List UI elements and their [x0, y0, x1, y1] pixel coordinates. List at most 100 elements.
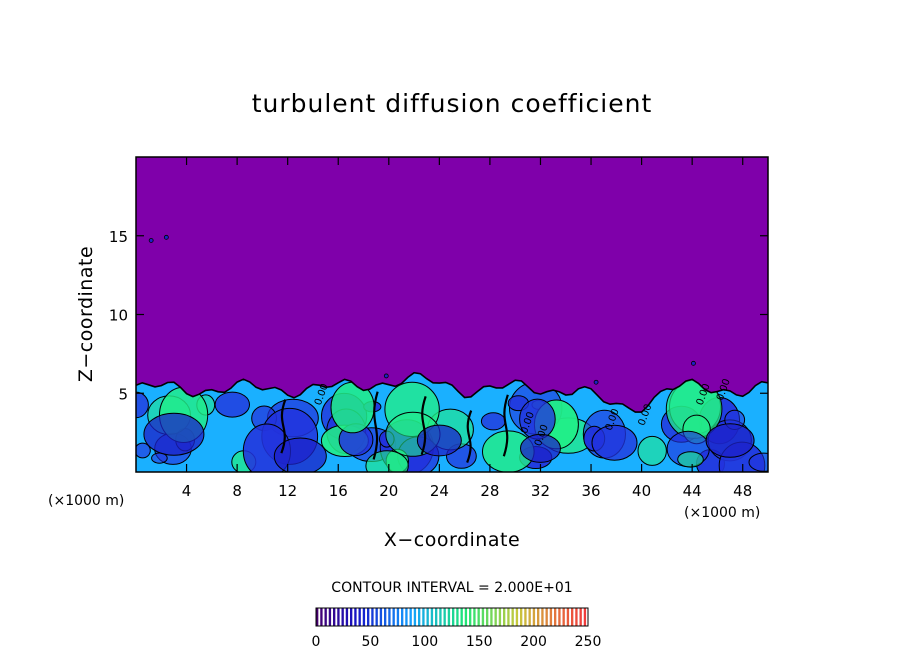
colorbar-strip	[460, 608, 463, 626]
colorbar-strip	[503, 608, 506, 626]
x-tick-label: 40	[632, 482, 651, 500]
eddy-patch	[637, 435, 667, 466]
colorbar-strip	[549, 608, 553, 626]
colorbar-strip	[515, 608, 519, 626]
eddy-patch	[136, 442, 151, 459]
colorbar-strip	[528, 608, 531, 626]
eddy-patch	[136, 391, 149, 419]
colorbar-strip	[341, 608, 344, 626]
eddy-patch	[480, 412, 506, 431]
colorbar-tick-label: 0	[312, 634, 321, 650]
colorbar-strip	[439, 608, 442, 626]
colorbar-tick-label: 200	[520, 634, 547, 650]
colorbar-strip	[473, 608, 476, 626]
colorbar-strip	[537, 608, 540, 626]
colorbar-strip	[532, 608, 536, 626]
colorbar-tick-label: 50	[361, 634, 379, 650]
contour-interval-label: CONTOUR INTERVAL = 2.000E+01	[331, 580, 572, 596]
colorbar-strip	[494, 608, 497, 626]
colorbar-strip	[541, 608, 544, 626]
x-tick-label: 48	[733, 482, 752, 500]
colorbar-tick-label: 250	[575, 634, 602, 650]
eddy-core	[273, 437, 327, 472]
colorbar-strip	[447, 608, 451, 626]
colorbar-strip	[354, 608, 357, 626]
eddy-core	[519, 433, 561, 463]
colorbar-strip	[566, 608, 570, 626]
colorbar-strip	[456, 608, 459, 626]
colorbar-strip	[507, 608, 510, 626]
y-axis-ticks: 5 10 15	[109, 228, 768, 403]
colorbar-strip	[452, 608, 455, 626]
colorbar-strip	[469, 608, 472, 626]
turbulent-layer: 0.00 0.000.000.000.00 0.000.00	[136, 371, 768, 472]
eddy-patch	[214, 391, 251, 418]
colorbar-strip	[579, 608, 582, 626]
colorbar-strip	[409, 608, 412, 626]
colorbar-strip	[435, 608, 438, 626]
colorbar-strip	[418, 608, 421, 626]
x-unit-label-left: (×1000 m)	[48, 493, 124, 509]
x-tick-label: 16	[329, 482, 348, 500]
x-tick-label: 24	[430, 482, 449, 500]
colorbar-strip	[481, 608, 485, 626]
colorbar-strip	[583, 608, 587, 626]
colorbar-strip	[384, 608, 387, 626]
colorbar-strip	[490, 608, 493, 626]
eddy-core	[705, 423, 755, 458]
colorbar-strip	[375, 608, 378, 626]
contour-spot	[148, 238, 154, 243]
colorbar-strip	[554, 608, 557, 626]
x-axis-label: X−coordinate	[384, 529, 520, 551]
y-tick-label: 10	[109, 307, 128, 325]
plume-contour	[466, 410, 473, 463]
x-unit-label-right: (×1000 m)	[684, 505, 760, 521]
colorbar-strip	[328, 608, 332, 626]
colorbar-strip	[379, 608, 383, 626]
colorbar-strip	[562, 608, 565, 626]
colorbar-strip	[333, 608, 336, 626]
colorbar-strip	[324, 608, 327, 626]
eddy-patch	[748, 452, 768, 472]
turbulent-eddies	[136, 378, 768, 472]
eddy-core	[143, 412, 205, 456]
colorbar-frame	[315, 607, 589, 627]
plume-contour	[372, 391, 379, 460]
plot-area: 0.00 0.000.000.000.00 0.000.00	[135, 156, 769, 473]
x-tick-label: 20	[379, 482, 398, 500]
colorbar-strip	[392, 608, 395, 626]
x-tick-label: 28	[480, 482, 499, 500]
colorbar-strip	[362, 608, 366, 626]
colorbar-strip	[401, 608, 404, 626]
colorbar-strip	[371, 608, 374, 626]
x-tick-label: 44	[683, 482, 702, 500]
colorbar-strip	[337, 608, 340, 626]
colorbar-strip	[396, 608, 400, 626]
layer-top-contour	[136, 371, 768, 413]
plume-contour	[280, 399, 287, 454]
colorbar-strip	[367, 608, 370, 626]
x-tick-label: 4	[182, 482, 192, 500]
y-tick-label: 15	[109, 228, 128, 246]
eddy-core	[416, 424, 462, 457]
colorbar-strip	[316, 608, 319, 626]
contour-spot	[383, 373, 389, 379]
plume-contour	[420, 396, 427, 456]
colorbar-strip	[486, 608, 489, 626]
colorbar-strip	[405, 608, 408, 626]
colorbar-strip	[358, 608, 361, 626]
colorbar-strip	[422, 608, 425, 626]
x-tick-label: 12	[278, 482, 297, 500]
contour-spot	[593, 379, 599, 385]
plume-contour	[502, 394, 509, 457]
colorbar-strip	[413, 608, 417, 626]
y-tick-label: 5	[118, 385, 128, 403]
colorbar-strip	[443, 608, 446, 626]
x-tick-label: 8	[232, 482, 242, 500]
colorbar-strip	[571, 608, 574, 626]
colorbar: 0 50 100 150 200 250	[312, 607, 602, 650]
x-tick-label: 32	[531, 482, 550, 500]
colorbar-strip	[350, 608, 353, 626]
colorbar-tick-label: 150	[466, 634, 493, 650]
contour-spot	[163, 234, 169, 240]
